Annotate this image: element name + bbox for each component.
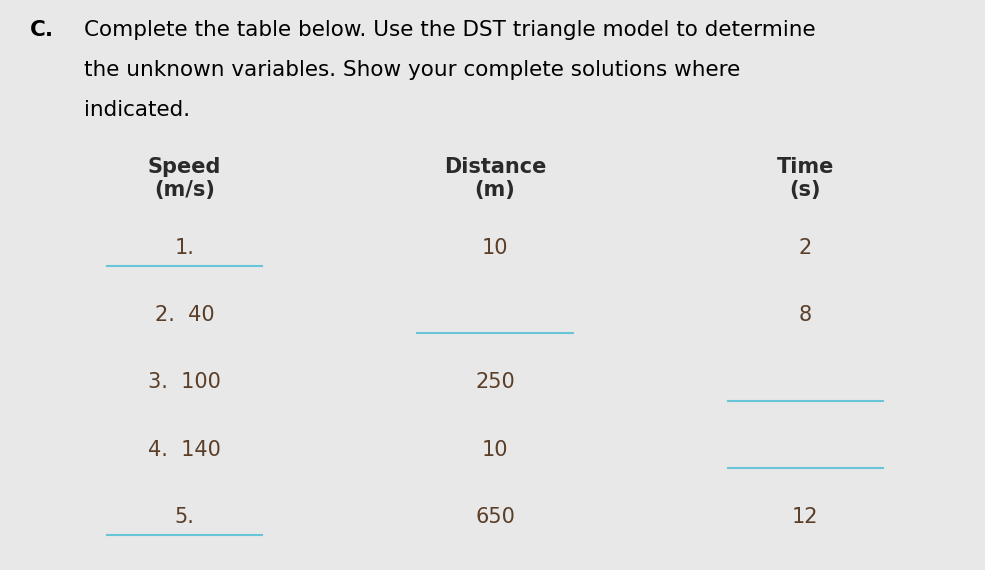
Text: 2.  40: 2. 40: [155, 305, 215, 325]
Text: C.: C.: [30, 20, 53, 40]
Text: 1.: 1.: [174, 238, 194, 258]
Text: 10: 10: [482, 238, 508, 258]
Text: the unknown variables. Show your complete solutions where: the unknown variables. Show your complet…: [84, 60, 740, 80]
Text: 2: 2: [799, 238, 812, 258]
Text: indicated.: indicated.: [84, 100, 190, 120]
Text: 5.: 5.: [174, 507, 194, 527]
Text: Speed
(m/s): Speed (m/s): [148, 157, 222, 199]
Text: 250: 250: [475, 372, 515, 392]
Text: Distance
(m): Distance (m): [444, 157, 546, 199]
Text: 3.  100: 3. 100: [148, 372, 221, 392]
Text: 4.  140: 4. 140: [148, 439, 221, 459]
Text: 8: 8: [799, 305, 812, 325]
Text: 10: 10: [482, 439, 508, 459]
Text: Complete the table below. Use the DST triangle model to determine: Complete the table below. Use the DST tr…: [84, 20, 816, 40]
Text: 650: 650: [475, 507, 515, 527]
Text: Time
(s): Time (s): [777, 157, 834, 199]
Text: 12: 12: [792, 507, 819, 527]
